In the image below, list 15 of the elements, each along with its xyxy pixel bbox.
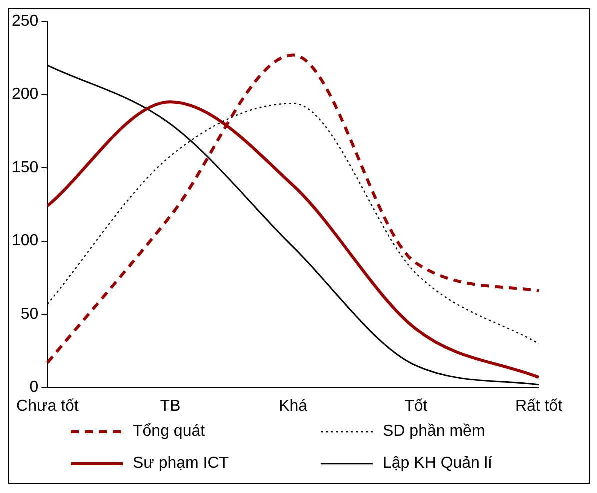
y-tick-label: 0: [30, 379, 39, 396]
x-tick-label: Tốt: [404, 398, 428, 415]
y-tick-label: 50: [20, 306, 39, 323]
legend-label: Sư phạm ICT: [133, 455, 230, 473]
x-tick-label: Khá: [279, 398, 308, 415]
legend-label: SD phần mềm: [383, 423, 486, 441]
y-tick-label: 100: [12, 232, 39, 250]
y-tick-label: 250: [12, 13, 39, 30]
y-tick-label: 200: [12, 86, 39, 104]
x-tick-label: Rất tốt: [515, 398, 564, 415]
legend-label: Lập KH Quản lí: [383, 455, 492, 473]
x-tick-label: TB: [160, 398, 181, 415]
y-tick-label: 150: [12, 159, 39, 176]
x-tick-label: Chưa tốt: [16, 398, 80, 415]
legend-label: Tổng quát: [133, 423, 206, 441]
